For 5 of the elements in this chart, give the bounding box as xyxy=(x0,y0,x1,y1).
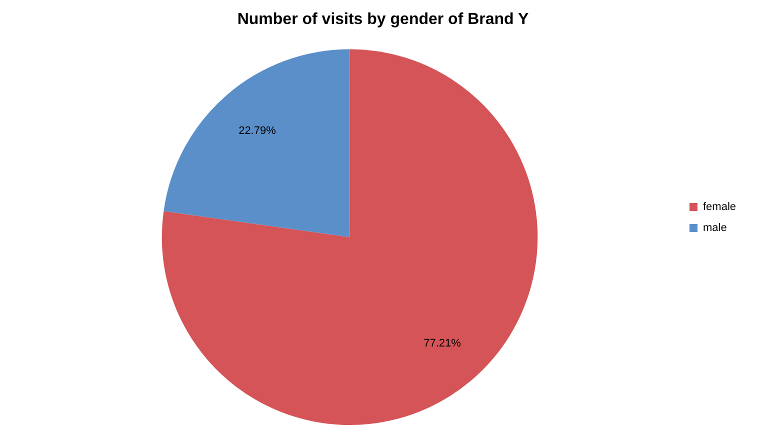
data-label: 22.79% xyxy=(238,124,276,137)
data-label: 77.21% xyxy=(424,337,462,350)
legend-label: female xyxy=(702,201,736,214)
legend-label: male xyxy=(702,222,727,234)
chart-title: Number of visits by gender of Brand Y xyxy=(237,11,529,28)
